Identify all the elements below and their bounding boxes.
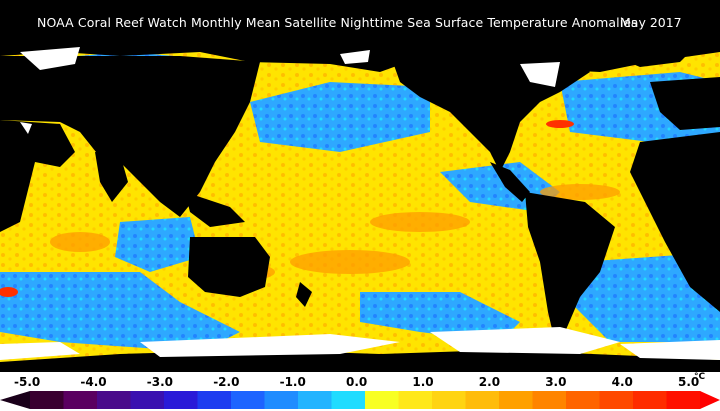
colorbar-swatch xyxy=(331,391,366,409)
tick-label: -2.0 xyxy=(213,375,240,389)
tick-label: -4.0 xyxy=(80,375,107,389)
colorbar-swatch xyxy=(231,391,265,409)
sea-ice xyxy=(0,47,720,360)
colorbar-swatch xyxy=(63,391,98,409)
colorbar-swatch xyxy=(432,391,466,409)
colorbar-swatch xyxy=(264,391,299,409)
colorbar-swatch xyxy=(398,391,433,409)
colorbar-swatch xyxy=(633,391,667,409)
colorbar-low-arrow xyxy=(0,391,30,409)
colorbar-high-arrow xyxy=(700,391,720,409)
map-date: May 2017 xyxy=(620,15,682,30)
unit-label: °C xyxy=(694,372,706,382)
sst-anomaly-map xyxy=(0,42,720,372)
land-masses xyxy=(0,42,720,372)
colorbar-swatch xyxy=(566,391,600,409)
tick-label: 4.0 xyxy=(611,375,633,389)
tick-label: 2.0 xyxy=(478,375,501,389)
colorbar-swatch xyxy=(130,391,165,409)
tick-label: -1.0 xyxy=(279,375,306,389)
colorbar-swatch xyxy=(164,391,198,409)
map-title: NOAA Coral Reef Watch Monthly Mean Satel… xyxy=(37,15,638,30)
colorbar-swatch xyxy=(298,391,332,409)
tick-label: 0.0 xyxy=(346,375,368,389)
colorbar-swatch xyxy=(365,391,399,409)
colorbar-swatch xyxy=(532,391,567,409)
colorbar-swatch xyxy=(197,391,232,409)
colorbar-swatch xyxy=(666,391,701,409)
tick-label: 5.0 xyxy=(678,375,700,389)
colorbar-legend: -5.0 -4.0 -3.0 -2.0 -1.0 0.0 1.0 2.0 3.0 4.0 5.0 °… xyxy=(0,372,720,411)
tick-label: -3.0 xyxy=(146,375,174,389)
tick-label: -5.0 xyxy=(14,375,41,389)
map-svg xyxy=(0,42,720,372)
colorbar-swatch xyxy=(499,391,533,409)
colorbar-swatch xyxy=(599,391,634,409)
tick-label: 1.0 xyxy=(412,375,434,389)
colorbar xyxy=(0,391,720,409)
colorbar-swatch xyxy=(465,391,500,409)
colorbar-swatch xyxy=(97,391,131,409)
title-bar: NOAA Coral Reef Watch Monthly Mean Satel… xyxy=(0,0,720,42)
colorbar-swatch xyxy=(30,391,64,409)
tick-label: 3.0 xyxy=(545,375,567,389)
